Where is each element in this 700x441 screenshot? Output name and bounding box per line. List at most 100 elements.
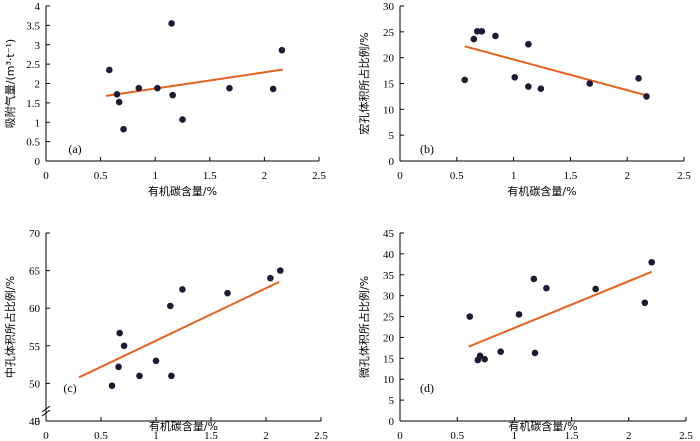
data-point — [169, 91, 176, 99]
y-tick-label: 65 — [29, 266, 41, 278]
y-tick-label: 40 — [383, 249, 395, 261]
x-axis-title: 有机碳含量/% — [149, 419, 218, 433]
data-point — [116, 329, 123, 337]
y-tick-label: 60 — [29, 303, 41, 315]
x-tick-label: 0 — [43, 430, 49, 441]
y-tick-label: 45 — [383, 228, 395, 240]
y-tick-label: 4 — [35, 1, 41, 13]
x-tick-label: 0.5 — [450, 430, 464, 441]
y-axis-title: 中孔体积所占比例/% — [3, 276, 17, 378]
data-point — [154, 84, 161, 92]
y-tick-label: 30 — [383, 1, 395, 13]
data-point — [278, 46, 286, 54]
data-point — [525, 40, 532, 48]
x-tick-label: 0 — [43, 170, 49, 182]
y-tick-label: 50 — [29, 378, 41, 390]
x-tick-label: 1.5 — [565, 430, 579, 441]
data-point — [120, 342, 128, 350]
x-tick-label: 0.5 — [450, 170, 464, 182]
data-point — [461, 76, 469, 84]
x-tick-label: 2.5 — [679, 430, 693, 441]
data-point — [267, 274, 274, 282]
data-point — [641, 299, 649, 307]
x-tick-label: 1.5 — [203, 170, 217, 182]
y-tick-label: 5 — [389, 395, 395, 407]
data-point — [643, 93, 650, 100]
y-tick-label: 20 — [383, 332, 395, 344]
y-tick-label: 3 — [35, 40, 41, 52]
panel-4: 0 0.5 1 1.5 2 2.5 0 5 10 15 20 25 30 35 40 45 (d) 有机碳含量/%… — [357, 228, 693, 441]
x-tick-label: 2 — [262, 170, 268, 182]
data-point — [106, 66, 113, 74]
data-point — [168, 20, 175, 27]
x-tick-label: 0 — [397, 170, 403, 182]
data-point — [168, 372, 175, 380]
y-tick-label: 55 — [29, 341, 41, 353]
trend-line — [464, 45, 647, 97]
panel-2: 0 0.5 1 1.5 2 2.5 0 5 10 15 20 25 30 (b) 有机碳含量/% 宏孔体积所占… — [357, 1, 691, 198]
data-point — [470, 35, 478, 43]
panel-label: (a) — [68, 142, 81, 156]
y-tick-label: 0 — [389, 416, 395, 428]
y-tick-label: 30 — [383, 291, 395, 303]
y-tick-label: 5 — [389, 130, 395, 142]
y-tick-label: 2 — [35, 79, 41, 91]
x-tick-label: 0.5 — [94, 430, 108, 441]
data-point — [543, 284, 550, 292]
data-point — [635, 75, 642, 82]
y-axis-title: 微孔体积所占比例/% — [357, 276, 371, 378]
y-tick-label: 35 — [383, 270, 395, 282]
x-tick-label: 0.5 — [94, 170, 108, 182]
data-point — [492, 32, 499, 40]
data-point — [120, 125, 127, 133]
data-point — [511, 74, 519, 81]
data-point — [135, 84, 143, 92]
y-tick-label: 45 — [29, 416, 41, 428]
data-point — [269, 85, 277, 93]
y-tick-label: 0 — [35, 156, 41, 168]
x-tick-label: 2 — [624, 170, 630, 182]
y-tick-label: 25 — [383, 27, 395, 39]
y-tick-label: 10 — [383, 374, 395, 386]
data-point — [525, 83, 532, 90]
x-tick-label: 1 — [512, 430, 518, 441]
x-axis-title: 有机碳含量/% — [507, 184, 576, 198]
x-tick-label: 1.5 — [204, 430, 218, 441]
y-tick-label: 0 — [389, 156, 395, 168]
y-tick-label: 0.5 — [26, 137, 40, 149]
data-point — [277, 267, 284, 274]
y-tick-label: 1 — [35, 117, 41, 129]
x-tick-label: 0 — [397, 430, 403, 441]
y-tick-label: 0 — [35, 416, 41, 428]
data-point — [473, 28, 481, 35]
data-point — [115, 363, 122, 371]
y-tick-label: 25 — [383, 312, 395, 324]
data-point — [478, 28, 486, 35]
data-point — [586, 80, 594, 87]
y-tick-label: 2.5 — [26, 59, 40, 71]
data-point — [531, 349, 539, 357]
data-point — [179, 116, 186, 123]
x-tick-label: 2 — [263, 430, 269, 441]
data-point — [108, 382, 116, 389]
x-tick-label: 2 — [626, 430, 632, 441]
x-tick-label: 2.5 — [312, 170, 326, 182]
x-tick-label: 2.5 — [677, 170, 691, 182]
data-point — [466, 313, 474, 320]
data-point — [167, 302, 174, 310]
y-tick-label: 1.5 — [26, 98, 40, 110]
y-tick-label: 70 — [29, 228, 41, 240]
data-point — [537, 85, 545, 92]
y-tick-label: 20 — [383, 53, 395, 65]
x-axis-title: 有机碳含量/% — [148, 184, 217, 198]
trend-line — [468, 270, 653, 348]
data-point — [481, 355, 488, 363]
data-point — [497, 348, 504, 355]
axis-break — [41, 405, 51, 417]
panel-1: 0 0.5 1 1.5 2 2.5 0 0.5 1 1.5 2 2.5 3 3.5 4 (a) 有机碳含量/% 吸… — [3, 1, 326, 198]
panel-3: 0 0.5 1 1.5 2 2.5 45 50 55 60 65 70 0 (c) 有机碳含量/% 中孔体积所… — [3, 228, 328, 441]
data-point — [113, 91, 121, 98]
data-point — [179, 286, 186, 293]
x-tick-label: 1 — [153, 430, 159, 441]
